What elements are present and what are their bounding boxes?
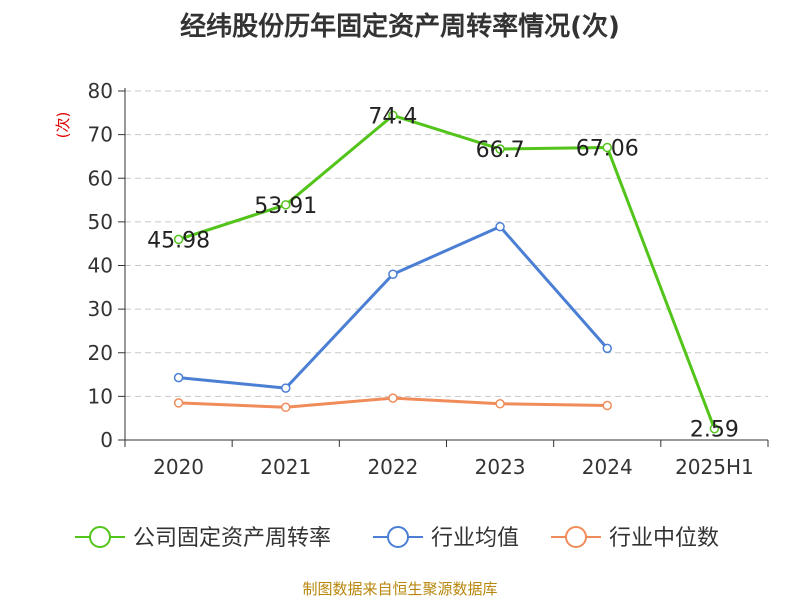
data-label: 53.91 xyxy=(254,194,317,219)
data-point xyxy=(388,393,398,403)
x-tick-label: 2021 xyxy=(260,455,311,479)
y-tick-label: 50 xyxy=(88,210,113,234)
x-tick-label: 2025H1 xyxy=(675,455,754,479)
data-point xyxy=(281,402,291,413)
data-point xyxy=(495,144,505,154)
data-point xyxy=(602,343,612,354)
data-point xyxy=(173,234,184,245)
legend-label: 行业均值 xyxy=(431,526,519,551)
x-tick-label: 2023 xyxy=(475,455,526,479)
y-tick-label: 30 xyxy=(88,297,113,321)
legend-marker xyxy=(89,526,111,548)
x-tick-label: 2024 xyxy=(582,455,633,479)
data-label: 74.4 xyxy=(368,104,417,129)
x-tick-label: 2022 xyxy=(367,455,418,479)
data-point xyxy=(495,399,505,409)
legend: 公司固定资产周转率 行业均值 行业中位数 xyxy=(75,526,719,551)
data-label: 66.7 xyxy=(476,138,525,163)
y-axis-unit: (次) xyxy=(54,112,72,139)
series-lines xyxy=(173,110,720,434)
y-tick-label: 20 xyxy=(88,341,113,365)
data-point xyxy=(173,398,184,408)
legend-label: 行业中位数 xyxy=(609,526,719,551)
series-line xyxy=(178,113,716,430)
chart-title: 经纬股份历年固定资产周转率情况(次) xyxy=(180,12,620,42)
series-line xyxy=(178,225,609,390)
data-point xyxy=(709,423,720,434)
y-tick-label: 40 xyxy=(88,254,113,278)
data-point xyxy=(495,221,505,232)
y-tick-label: 0 xyxy=(100,428,113,452)
data-point xyxy=(281,200,291,210)
data-point xyxy=(388,110,398,121)
data-labels: 45.98 53.91 74.4 66.7 67.06 2.59 xyxy=(147,104,739,442)
y-tick-label: 60 xyxy=(88,166,113,190)
legend-marker xyxy=(387,526,409,548)
data-point xyxy=(281,383,291,393)
data-label: 67.06 xyxy=(576,136,639,161)
legend-label: 公司固定资产周转率 xyxy=(133,526,331,551)
y-tick-label: 70 xyxy=(88,123,113,147)
y-tick-label: 10 xyxy=(88,384,113,408)
data-point xyxy=(388,269,398,279)
gridlines xyxy=(125,90,768,397)
data-label: 2.59 xyxy=(690,418,739,443)
data-point xyxy=(602,400,612,411)
source-note: 制图数据来自恒生聚源数据库 xyxy=(302,580,498,598)
legend-marker xyxy=(565,526,587,548)
data-point xyxy=(602,142,612,153)
y-tick-label: 80 xyxy=(88,79,113,103)
axes: 0 10 20 30 40 50 60 70 80 2020 2021 2022 2023 2024 202… xyxy=(54,79,769,479)
x-tick-label: 2020 xyxy=(153,455,204,479)
data-point xyxy=(173,372,184,383)
data-label: 45.98 xyxy=(147,228,210,253)
